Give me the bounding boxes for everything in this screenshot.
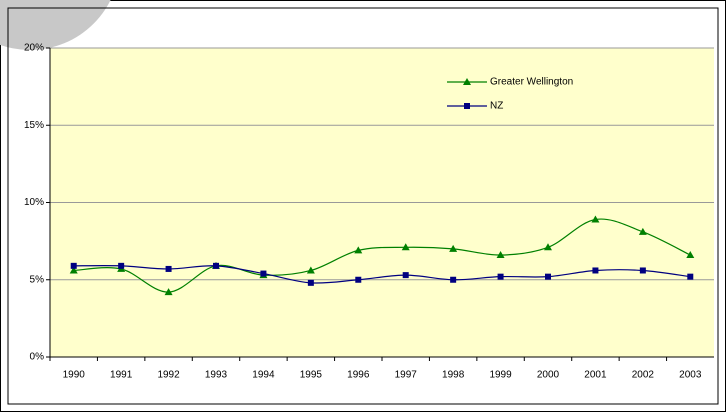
marker — [354, 246, 363, 254]
x-tick-label: 1990 — [63, 370, 86, 381]
marker — [591, 215, 600, 223]
y-tick-label: 20% — [24, 43, 44, 54]
legend-label: NZ — [490, 101, 503, 112]
marker — [450, 276, 457, 283]
marker — [687, 273, 694, 280]
y-tick-label: 10% — [24, 197, 44, 208]
x-tick-label: 1997 — [395, 370, 418, 381]
marker — [464, 103, 470, 109]
marker — [401, 243, 410, 251]
marker — [306, 266, 315, 274]
x-tick-label: 1996 — [347, 370, 370, 381]
marker — [449, 244, 458, 252]
x-tick-label: 1995 — [300, 370, 323, 381]
x-tick-label: 1991 — [110, 370, 133, 381]
x-tick-label: 1998 — [442, 370, 465, 381]
x-tick-label: 1993 — [205, 370, 228, 381]
x-tick-label: 1999 — [489, 370, 512, 381]
marker — [496, 251, 505, 259]
marker — [165, 265, 172, 272]
x-tick-label: 2000 — [537, 370, 560, 381]
decoration — [0, 0, 111, 50]
marker — [69, 266, 78, 274]
marker — [355, 276, 362, 283]
marker — [639, 267, 646, 274]
marker — [402, 272, 409, 279]
marker — [70, 262, 77, 269]
marker — [497, 273, 504, 280]
marker — [638, 227, 647, 235]
y-tick-label: 5% — [30, 274, 45, 285]
x-tick-label: 2003 — [679, 370, 702, 381]
y-tick-label: 15% — [24, 120, 44, 131]
marker — [307, 279, 314, 286]
series-line — [73, 265, 691, 284]
marker — [545, 273, 551, 280]
x-tick-label: 1994 — [252, 370, 275, 381]
legend-label: Greater Wellington — [490, 77, 573, 88]
x-tick-label: 2002 — [632, 370, 655, 381]
chart-area — [7, 7, 719, 405]
marker — [260, 270, 267, 277]
marker — [118, 262, 125, 269]
marker — [164, 288, 173, 296]
y-tick-label: 0% — [30, 352, 45, 363]
x-tick-label: 1992 — [157, 370, 180, 381]
marker — [544, 243, 552, 251]
marker — [686, 251, 695, 259]
x-tick-label: 2001 — [584, 370, 607, 381]
marker — [213, 262, 219, 269]
marker — [463, 78, 471, 85]
marker — [592, 267, 599, 274]
series-line — [73, 218, 691, 293]
